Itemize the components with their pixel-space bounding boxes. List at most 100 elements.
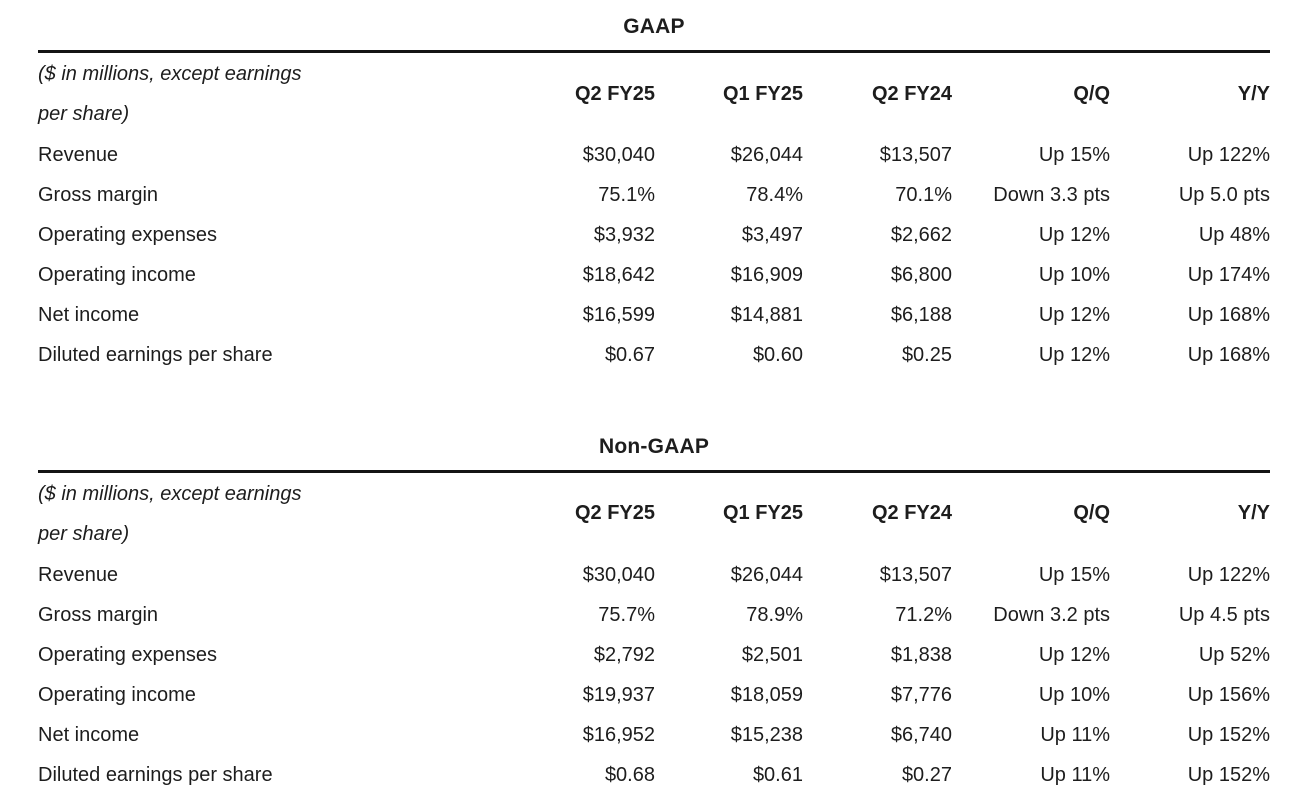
cell-value: $0.60 <box>752 344 803 366</box>
table-row: Diluted earnings per share $0.68 $0.61 $… <box>38 755 1270 795</box>
cell-value: $15,238 <box>730 723 803 746</box>
non-gaap-section: Non-GAAP ($ in millions, except earnings… <box>38 432 1270 796</box>
row-label: Gross margin <box>38 603 159 626</box>
unit-note: ($ in millions, except earnings per shar… <box>38 52 510 136</box>
cell-value: Up 152% <box>1187 763 1270 786</box>
cell-value: Up 12% <box>1038 304 1110 326</box>
cell-value: 78.4% <box>746 184 803 206</box>
table-title: Non-GAAP <box>598 434 710 458</box>
cell-value: $16,909 <box>730 264 803 286</box>
cell-value: Up 52% <box>1198 643 1270 666</box>
cell-value: $13,507 <box>879 144 952 166</box>
cell-value: $13,507 <box>879 563 952 586</box>
cell-value: Up 15% <box>1038 563 1110 586</box>
cell-value: Up 5.0 pts <box>1178 184 1270 206</box>
cell-value: $19,937 <box>582 683 655 706</box>
cell-value: $1,838 <box>890 643 952 666</box>
row-label: Diluted earnings per share <box>38 344 273 366</box>
cell-value: Up 122% <box>1187 144 1270 166</box>
cell-value: $30,040 <box>582 144 655 166</box>
row-label: Gross margin <box>38 184 159 206</box>
column-header-q2fy24: Q2 FY24 <box>871 82 952 105</box>
cell-value: $3,932 <box>593 224 655 246</box>
cell-value: $30,040 <box>582 563 655 586</box>
cell-value: $6,188 <box>890 304 952 326</box>
table-row: Net income $16,599 $14,881 $6,188 Up 12%… <box>38 296 1270 336</box>
row-label: Diluted earnings per share <box>38 763 273 786</box>
gaap-table: ($ in millions, except earnings per shar… <box>38 50 1270 376</box>
cell-value: $16,599 <box>582 304 655 326</box>
header-row: ($ in millions, except earnings per shar… <box>38 52 1270 136</box>
cell-value: $26,044 <box>730 563 803 586</box>
row-label: Revenue <box>38 144 119 166</box>
column-header-q1fy25: Q1 FY25 <box>722 82 803 105</box>
column-header-yy: Y/Y <box>1237 502 1270 525</box>
unit-note-line1: ($ in millions, except earnings <box>38 482 302 505</box>
cell-value: Up 152% <box>1187 723 1270 746</box>
cell-value: 78.9% <box>746 603 803 626</box>
table-row: Revenue $30,040 $26,044 $13,507 Up 15% U… <box>38 136 1270 176</box>
cell-value: $18,642 <box>582 264 655 286</box>
cell-value: $26,044 <box>730 144 803 166</box>
unit-note-line1: ($ in millions, except earnings <box>38 63 302 86</box>
row-label: Net income <box>38 723 140 746</box>
column-header-qq: Q/Q <box>1073 82 1110 105</box>
cell-value: 75.7% <box>598 603 655 626</box>
cell-value: Up 12% <box>1038 344 1110 366</box>
row-label: Operating income <box>38 683 196 706</box>
cell-value: $0.67 <box>604 344 655 366</box>
cell-value: Up 122% <box>1187 563 1270 586</box>
unit-note: ($ in millions, except earnings per shar… <box>38 471 510 555</box>
cell-value: 71.2% <box>895 603 952 626</box>
table-title: GAAP <box>623 15 685 38</box>
cell-value: Up 48% <box>1198 224 1270 246</box>
table-row: Gross margin 75.7% 78.9% 71.2% Down 3.2 … <box>38 595 1270 635</box>
cell-value: Up 11% <box>1040 723 1110 746</box>
gaap-section: GAAP ($ in millions, except earnings per… <box>38 12 1270 376</box>
cell-value: $7,776 <box>890 683 952 706</box>
cell-value: Up 156% <box>1187 683 1270 706</box>
row-label: Operating income <box>38 264 196 286</box>
table-row: Diluted earnings per share $0.67 $0.60 $… <box>38 336 1270 376</box>
header-row: ($ in millions, except earnings per shar… <box>38 471 1270 555</box>
cell-value: $6,800 <box>890 264 952 286</box>
cell-value: Up 15% <box>1038 144 1110 166</box>
cell-value: $2,792 <box>593 643 655 666</box>
cell-value: $6,740 <box>890 723 952 746</box>
non-gaap-table: ($ in millions, except earnings per shar… <box>38 469 1270 796</box>
column-header-q2fy24: Q2 FY24 <box>871 502 952 525</box>
cell-value: Up 10% <box>1038 264 1110 286</box>
column-header-q2fy25: Q2 FY25 <box>574 502 655 525</box>
row-label: Operating expenses <box>38 643 218 666</box>
cell-value: $0.25 <box>901 344 952 366</box>
unit-note-line2: per share) <box>38 103 130 126</box>
table-row: Operating income $18,642 $16,909 $6,800 … <box>38 256 1270 296</box>
column-header-qq: Q/Q <box>1073 502 1110 525</box>
cell-value: $14,881 <box>730 304 803 326</box>
cell-value: Up 168% <box>1187 304 1270 326</box>
cell-value: Up 4.5 pts <box>1178 603 1270 626</box>
row-label: Operating expenses <box>38 224 218 246</box>
cell-value: Up 12% <box>1038 224 1110 246</box>
cell-value: $0.27 <box>901 763 952 786</box>
cell-value: $0.61 <box>752 763 803 786</box>
table-row: Revenue $30,040 $26,044 $13,507 Up 15% U… <box>38 555 1270 595</box>
cell-value: $18,059 <box>730 683 803 706</box>
cell-value: Up 168% <box>1187 344 1270 366</box>
cell-value: Down 3.2 pts <box>993 603 1110 626</box>
row-label: Revenue <box>38 563 119 586</box>
column-header-q2fy25: Q2 FY25 <box>574 82 655 105</box>
table-row: Operating expenses $2,792 $2,501 $1,838 … <box>38 635 1270 675</box>
table-row: Operating expenses $3,932 $3,497 $2,662 … <box>38 216 1270 256</box>
table-row: Net income $16,952 $15,238 $6,740 Up 11%… <box>38 715 1270 755</box>
cell-value: $2,501 <box>741 643 803 666</box>
row-label: Net income <box>38 304 140 326</box>
table-row: Operating income $19,937 $18,059 $7,776 … <box>38 675 1270 715</box>
cell-value: 75.1% <box>598 184 655 206</box>
cell-value: $2,662 <box>890 224 952 246</box>
cell-value: $0.68 <box>604 763 655 786</box>
cell-value: $3,497 <box>741 224 803 246</box>
column-header-q1fy25: Q1 FY25 <box>722 502 803 525</box>
cell-value: Down 3.3 pts <box>993 184 1110 206</box>
